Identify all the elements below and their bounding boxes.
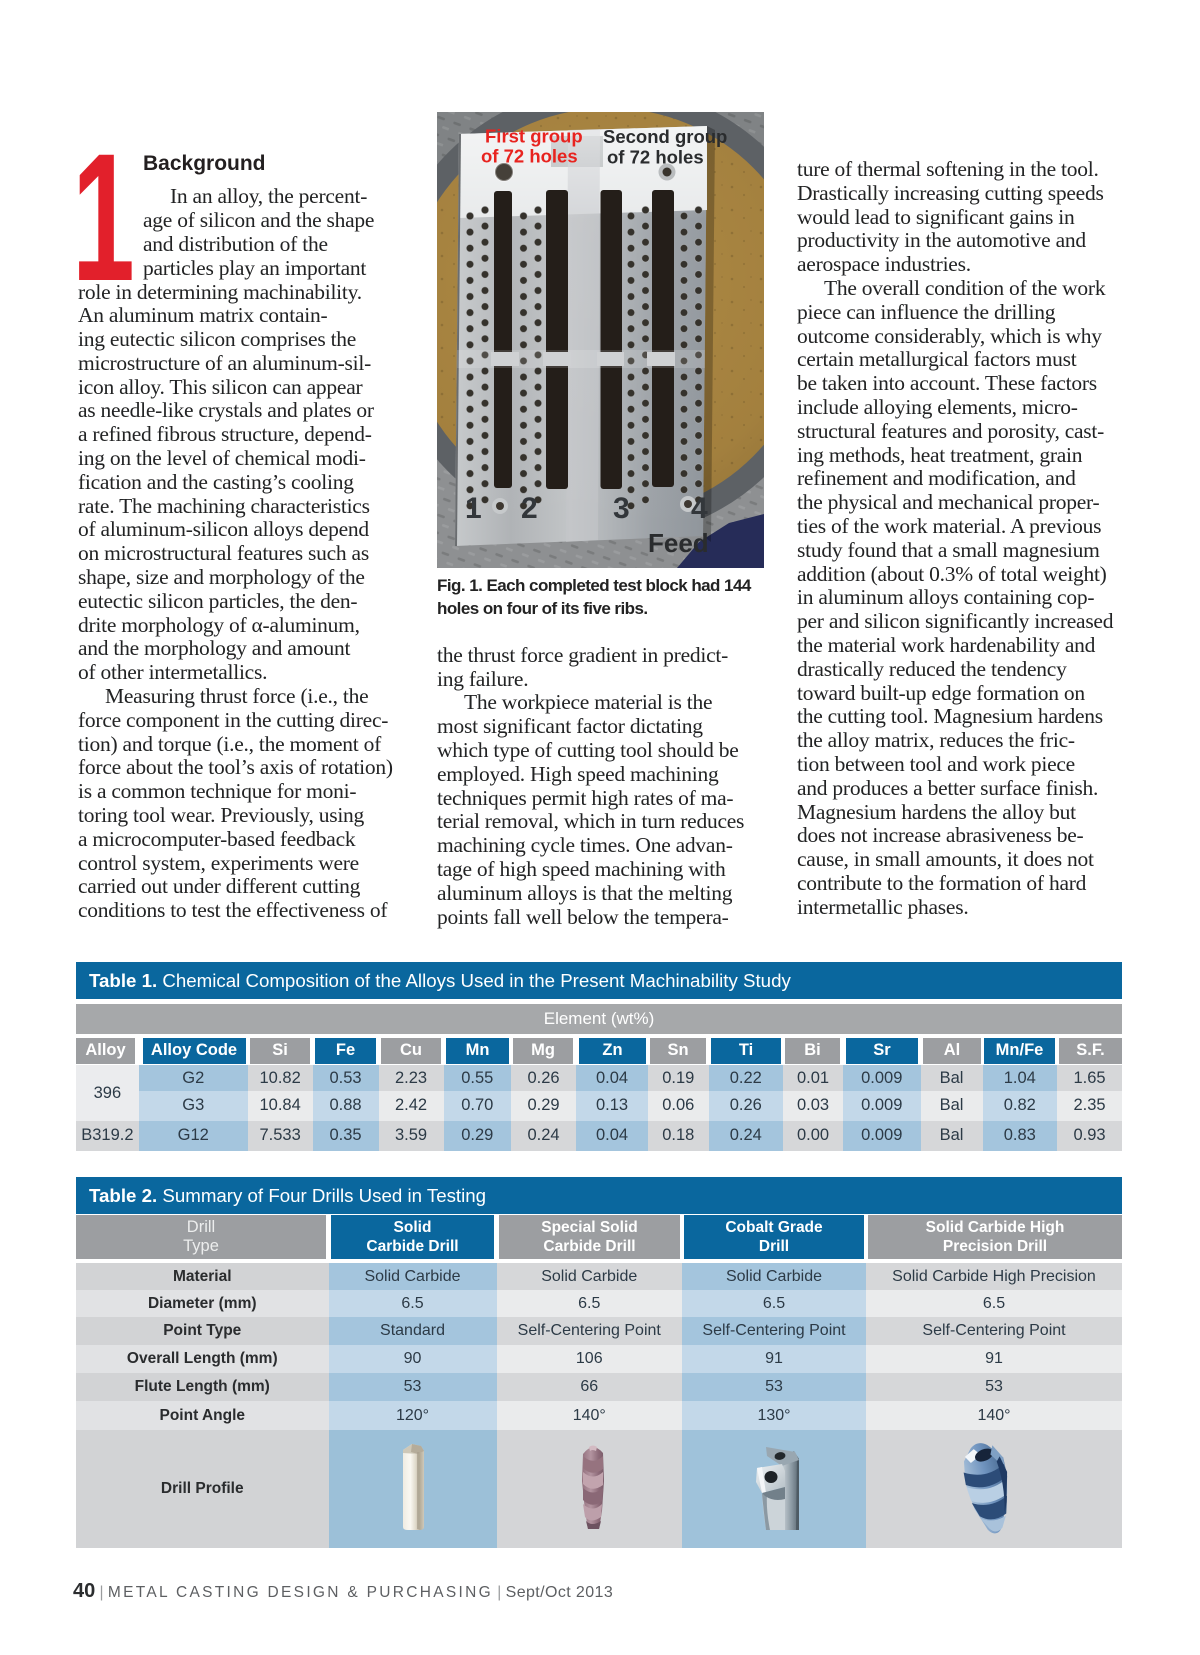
svg-text:of 72 holes: of 72 holes (481, 146, 578, 167)
svg-text:Feed: Feed (648, 528, 709, 558)
svg-text:of 72 holes: of 72 holes (607, 147, 704, 168)
svg-text:1: 1 (465, 492, 482, 525)
svg-text:3: 3 (613, 492, 630, 525)
svg-text:Second group: Second group (603, 126, 727, 147)
svg-text:First group: First group (485, 126, 583, 147)
svg-text:4: 4 (691, 492, 708, 525)
svg-text:2: 2 (521, 492, 538, 525)
